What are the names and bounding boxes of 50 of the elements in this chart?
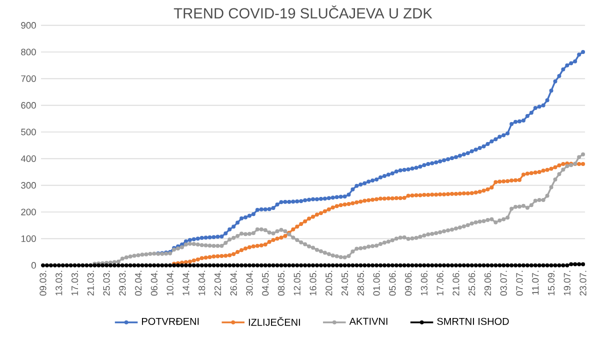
y-tick-label: 900 <box>21 22 36 29</box>
x-tick-label: 30.04. <box>246 270 253 296</box>
x-tick-label: 14.04. <box>182 270 190 296</box>
x-tick-label: 25.06. <box>468 270 476 296</box>
x-tick-label: 21.03. <box>87 270 94 296</box>
x-tick-label: 25.03. <box>103 270 110 296</box>
x-tick-label: 05.06. <box>389 270 396 296</box>
x-tick-label: 24.05. <box>341 270 348 296</box>
x-tick-label: 13.06. <box>420 270 428 296</box>
x-tick-label: 06.04. <box>150 270 158 296</box>
x-tick-label: 09.03. <box>40 270 46 296</box>
y-tick-label: 0 <box>31 262 36 269</box>
x-tick-label: 21.06. <box>452 270 460 296</box>
x-tick-label: 02.04. <box>134 270 142 296</box>
x-tick-label: 16.05. <box>310 270 316 296</box>
x-tick-label: 26.04. <box>230 270 237 296</box>
x-tick-label: 07.07. <box>516 270 523 296</box>
x-tick-label: 08.05. <box>278 270 285 296</box>
x-tick-label: 29.03. <box>119 270 126 296</box>
x-tick-label: 17.06. <box>436 270 444 296</box>
y-tick-label: 800 <box>21 48 36 56</box>
x-tick-label: 11.07. <box>532 270 539 295</box>
y-tick-label: 400 <box>20 155 36 162</box>
x-tick-label: 13.03. <box>56 270 62 296</box>
y-tick-label: 600 <box>21 102 36 109</box>
legend-label: AKTIVNI <box>349 318 388 325</box>
x-tick-label: 12.05. <box>294 270 300 296</box>
x-tick-label: 20.05. <box>326 270 332 296</box>
x-tick-label: 09.06. <box>405 270 412 296</box>
legend-label: SMRTNI ISHOD <box>437 318 509 325</box>
x-tick-label: 29.06. <box>484 270 492 296</box>
x-tick-label: 10.04. <box>166 270 174 296</box>
legend-label: POTVRĐENI <box>142 318 199 325</box>
x-tick-label: 18.04. <box>198 270 206 296</box>
x-tick-label: 04.05. <box>262 270 269 296</box>
y-tick-label: 700 <box>21 75 36 82</box>
x-tick-label: 19.07. <box>564 270 570 296</box>
x-tick-label: 22.04. <box>214 270 221 296</box>
x-tick-label: 17.03. <box>71 270 78 296</box>
y-tick-label: 500 <box>21 128 36 136</box>
y-tick-label: 100 <box>21 235 36 242</box>
legend-label: IZLIJEČENI <box>248 316 300 326</box>
x-tick-label: 01.06. <box>373 270 380 296</box>
y-tick-label: 200 <box>21 208 36 216</box>
x-tick-label: 28.05. <box>357 270 364 296</box>
y-tick-label: 300 <box>21 182 36 189</box>
x-tick-label: 03.07. <box>500 270 507 296</box>
chart-title: TREND COVID-19 SLUČAJEVA U ZDK <box>174 6 432 18</box>
x-tick-label: 23.07. <box>580 270 586 296</box>
x-tick-label: 15.09. <box>548 270 555 296</box>
